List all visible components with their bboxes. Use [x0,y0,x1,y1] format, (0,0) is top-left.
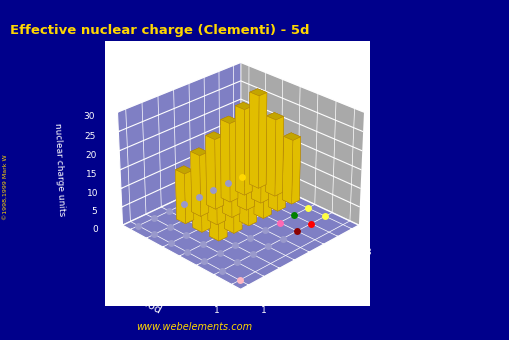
Text: www.webelements.com: www.webelements.com [135,322,251,332]
Text: Effective nuclear charge (Clementi) - 5d: Effective nuclear charge (Clementi) - 5d [10,24,309,37]
Text: ©1998,1999 Mark W: ©1998,1999 Mark W [3,154,8,220]
Y-axis label: Period: Period [127,291,163,317]
